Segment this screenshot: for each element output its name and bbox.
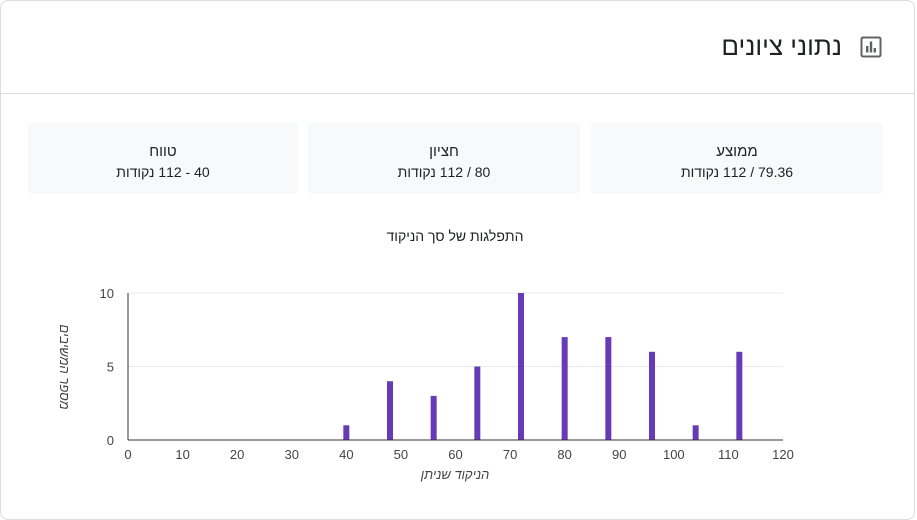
- bar: [387, 381, 393, 440]
- x-axis-label: הניקוד שניתן: [420, 467, 490, 482]
- x-tick-label: 80: [557, 447, 571, 462]
- x-tick-label: 30: [285, 447, 299, 462]
- y-tick-label: 10: [100, 286, 114, 301]
- y-axis-label: מספר המשיבים: [57, 324, 72, 409]
- bar: [474, 366, 481, 440]
- x-tick-label: 20: [230, 447, 244, 462]
- x-tick-label: 50: [394, 447, 408, 462]
- x-tick-label: 0: [124, 447, 131, 462]
- x-tick-label: 40: [339, 447, 353, 462]
- page-title: נתוני ציונים: [721, 31, 842, 61]
- stat-card-range: טווח 40 - 112 נקודות: [28, 123, 298, 194]
- y-tick-label: 0: [107, 433, 114, 448]
- x-tick-label: 70: [503, 447, 517, 462]
- stat-range-label: טווח: [149, 143, 177, 160]
- x-tick-label: 60: [448, 447, 462, 462]
- x-tick-label: 110: [718, 447, 739, 462]
- stat-card-mean: ממוצע 79.36 / 112 נקודות: [591, 123, 883, 194]
- stat-card-median: חציון 80 / 112 נקודות: [308, 123, 580, 194]
- x-tick-label: 90: [612, 447, 626, 462]
- x-tick-label: 120: [772, 447, 794, 462]
- bar: [518, 293, 524, 440]
- bar: [736, 351, 743, 440]
- stat-median-label: חציון: [429, 143, 459, 160]
- stat-range-value: 40 - 112 נקודות: [116, 164, 210, 180]
- card-header: נתוני ציונים: [1, 1, 914, 94]
- bar: [692, 425, 699, 440]
- stat-median-value: 80 / 112 נקודות: [397, 164, 491, 180]
- bar: [343, 425, 350, 440]
- stat-mean-value: 79.36 / 112 נקודות: [680, 164, 794, 180]
- x-tick-label: 10: [175, 447, 189, 462]
- bar: [561, 337, 568, 440]
- chart-title: התפלגות של סך הניקוד: [387, 228, 524, 244]
- stat-mean-label: ממוצע: [716, 143, 758, 160]
- y-tick-label: 5: [107, 360, 114, 375]
- bar: [430, 395, 437, 440]
- bar: [605, 337, 612, 440]
- bar-chart-icon: [860, 36, 882, 58]
- x-tick-label: 100: [663, 447, 685, 462]
- bar: [649, 351, 655, 440]
- score-distribution-chart: התפלגות של סך הניקוד 0 10 20 30 40 50 60 70 80 90…: [57, 228, 794, 482]
